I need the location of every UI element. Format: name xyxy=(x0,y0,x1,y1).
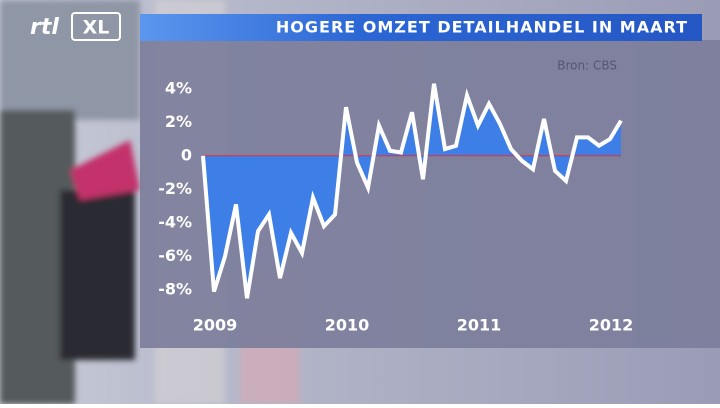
line xyxy=(201,83,623,299)
title-banner xyxy=(140,14,702,41)
y-tick-label: -6% xyxy=(158,246,192,265)
x-tick-label: 2011 xyxy=(457,316,502,335)
x-tick-label: 2012 xyxy=(589,316,634,335)
y-tick-label: -8% xyxy=(158,279,192,298)
y-tick-label: -4% xyxy=(158,212,192,231)
y-tick-label: 2% xyxy=(165,112,192,131)
y-tick-label: 4% xyxy=(165,78,192,97)
x-tick-label: 2009 xyxy=(193,316,238,335)
y-tick-label: 0 xyxy=(181,145,192,164)
x-tick-label: 2010 xyxy=(325,316,370,335)
y-tick-label: -2% xyxy=(158,179,192,198)
logo-channel: XL xyxy=(83,17,110,39)
source: Bron: CBS xyxy=(557,59,617,73)
chart-title: HOGERE OMZET DETAILHANDEL IN MAART xyxy=(276,18,688,37)
logo-brand: rtl xyxy=(30,15,59,40)
logo-box xyxy=(71,12,121,41)
